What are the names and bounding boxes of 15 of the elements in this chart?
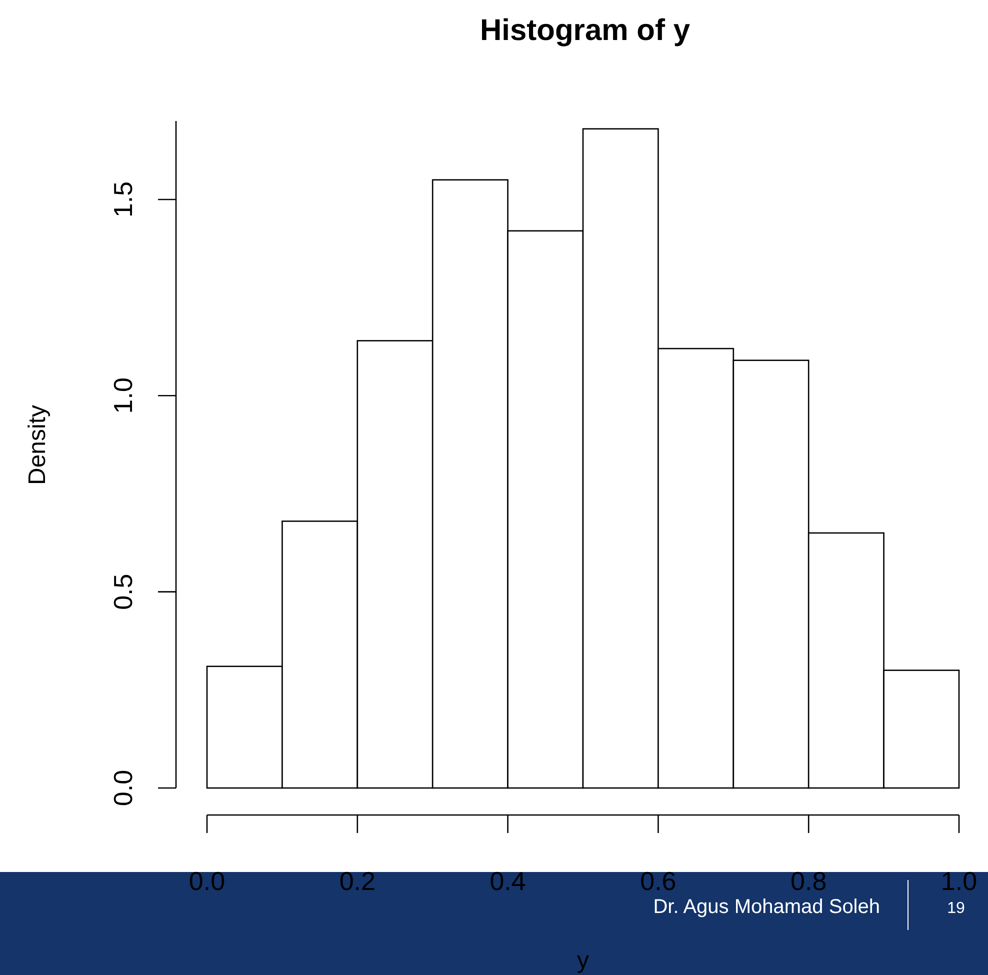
y-tick-label: 1.0 bbox=[108, 378, 138, 414]
text: Dr. Agus Mohamad Soleh bbox=[653, 896, 880, 918]
y-tick-label: 0.0 bbox=[108, 770, 138, 806]
chart-title: Histogram of y bbox=[480, 14, 690, 47]
x-tick-label: 0.0 bbox=[188, 866, 226, 896]
x-tick-label: 1.0 bbox=[940, 866, 978, 896]
y-tick-label: 1.5 bbox=[108, 181, 138, 218]
x-tick-label: 0.4 bbox=[490, 866, 526, 896]
x-tick-label: 0.6 bbox=[640, 866, 676, 896]
text: 19 bbox=[947, 900, 965, 917]
x-tick-label: 0.8 bbox=[790, 866, 827, 896]
y-tick-label: 0.5 bbox=[108, 574, 138, 610]
x-tick-label: 0.2 bbox=[339, 866, 376, 896]
x-axis-title: y bbox=[577, 947, 589, 974]
y-axis-title: Density bbox=[24, 404, 51, 486]
